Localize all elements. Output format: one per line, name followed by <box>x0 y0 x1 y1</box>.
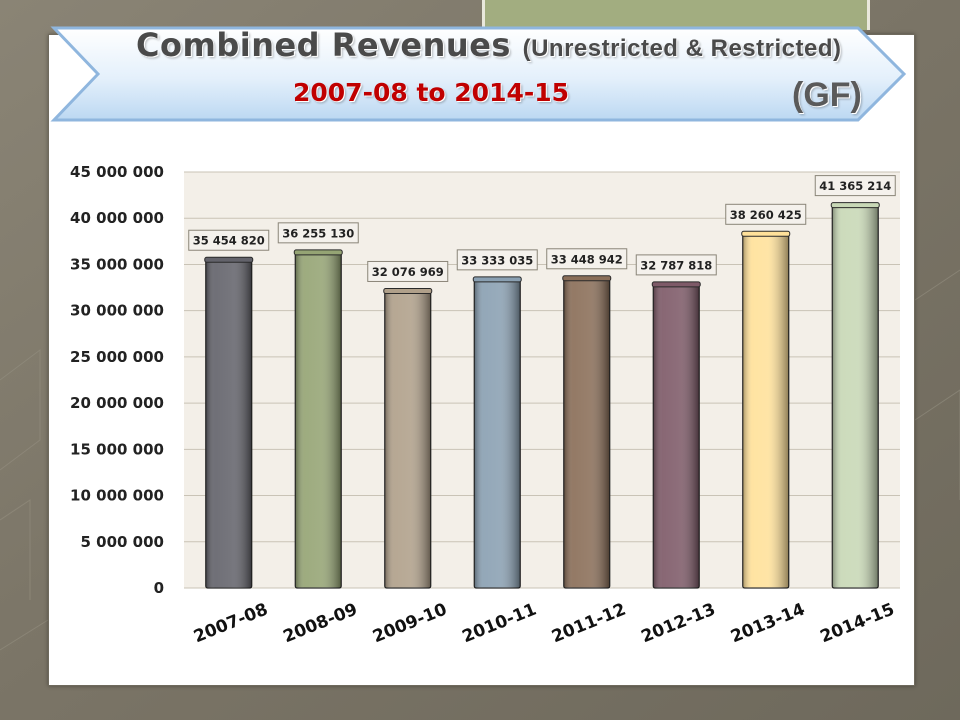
bar-cap <box>293 249 343 256</box>
data-labels: 35 454 820 36 255 130 32 076 969 33 333 035… <box>188 175 896 282</box>
y-tick-label: 25 000 000 <box>70 348 164 366</box>
y-tick-label: 20 000 000 <box>70 394 164 412</box>
bar-shading <box>384 291 431 588</box>
data-label-box <box>546 248 628 270</box>
x-tick-label: 2010-11 <box>459 599 539 647</box>
data-label: 32 076 969 <box>367 260 449 282</box>
data-label-box <box>367 260 449 282</box>
bar-cap <box>562 275 612 282</box>
data-label-box <box>814 175 896 197</box>
y-tick-label: 0 <box>154 579 164 597</box>
x-tick-label: 2013-14 <box>728 599 808 647</box>
data-label-box <box>456 249 538 271</box>
bar-cap <box>651 281 701 288</box>
bar-cap <box>472 276 522 283</box>
bar-2013-14 <box>741 230 791 589</box>
y-tick-label: 35 000 000 <box>70 255 164 273</box>
title-banner <box>50 26 907 122</box>
title-years: 2007-08 to 2014-15 <box>293 78 570 107</box>
data-label: 33 333 035 <box>456 249 538 271</box>
data-label: 33 448 942 <box>546 248 628 270</box>
bar-2011-12 <box>562 275 612 589</box>
data-label-text: 33 448 942 <box>551 252 623 266</box>
bar-2009-10 <box>383 287 433 589</box>
y-tick-labels: 0 5 000 000 10 000 000 15 000 000 20 000 000… <box>70 163 164 597</box>
data-label-box <box>188 229 270 251</box>
data-label-text: 38 260 425 <box>730 208 802 222</box>
x-tick-label: 2008-09 <box>280 599 360 647</box>
data-label-text: 32 787 818 <box>640 258 712 272</box>
y-tick-label: 30 000 000 <box>70 302 164 320</box>
data-label: 32 787 818 <box>635 254 717 276</box>
bar-shading <box>205 260 252 588</box>
title-subtitle: (Unrestricted & Restricted) <box>522 35 842 62</box>
data-label-text: 33 333 035 <box>461 253 533 267</box>
decorative-tab <box>482 0 870 30</box>
y-tick-label: 40 000 000 <box>70 209 164 227</box>
x-tick-labels: 2007-08 2008-09 2009-10 2010-11 2011-12 2012-… <box>191 599 897 647</box>
bar-cap <box>383 287 433 294</box>
data-label-box <box>635 254 717 276</box>
data-label: 38 260 425 <box>725 203 807 225</box>
data-label-text: 32 076 969 <box>372 265 444 279</box>
bar-shading <box>653 284 700 588</box>
bar-2014-15 <box>830 202 880 589</box>
slide-title: Combined Revenues (Unrestricted & Restri… <box>136 26 841 64</box>
bar-cap <box>830 202 880 209</box>
x-tick-label: 2011-12 <box>549 599 629 647</box>
y-tick-label: 10 000 000 <box>70 487 164 505</box>
bar-shading <box>563 278 610 588</box>
title-fund: (GF) <box>792 76 862 114</box>
data-label-text: 41 365 214 <box>819 179 891 193</box>
bar-2008-09 <box>293 249 343 589</box>
x-tick-label: 2007-08 <box>191 599 271 647</box>
data-label: 36 255 130 <box>277 222 359 244</box>
y-tick-label: 5 000 000 <box>80 533 164 551</box>
data-label-box <box>725 203 807 225</box>
bars <box>204 202 880 589</box>
y-tick-label: 15 000 000 <box>70 440 164 458</box>
data-label-box <box>277 222 359 244</box>
data-label: 41 365 214 <box>814 175 896 197</box>
bar-2010-11 <box>472 276 522 589</box>
data-label-text: 36 255 130 <box>282 226 354 240</box>
data-label: 35 454 820 <box>188 229 270 251</box>
title-main: Combined Revenues <box>136 26 511 64</box>
bar-shading <box>742 234 789 588</box>
bar-shading <box>295 252 342 588</box>
x-tick-label: 2014-15 <box>817 599 897 647</box>
bar-cap <box>204 256 254 263</box>
data-label-text: 35 454 820 <box>193 234 265 248</box>
y-tick-label: 45 000 000 <box>70 163 164 181</box>
bar-shading <box>832 205 879 589</box>
bar-2012-13 <box>651 281 701 589</box>
bar-2007-08 <box>204 256 254 589</box>
bar-cap <box>741 230 791 237</box>
x-tick-label: 2012-13 <box>638 599 718 647</box>
x-tick-label: 2009-10 <box>370 599 450 647</box>
bar-shading <box>474 279 521 588</box>
